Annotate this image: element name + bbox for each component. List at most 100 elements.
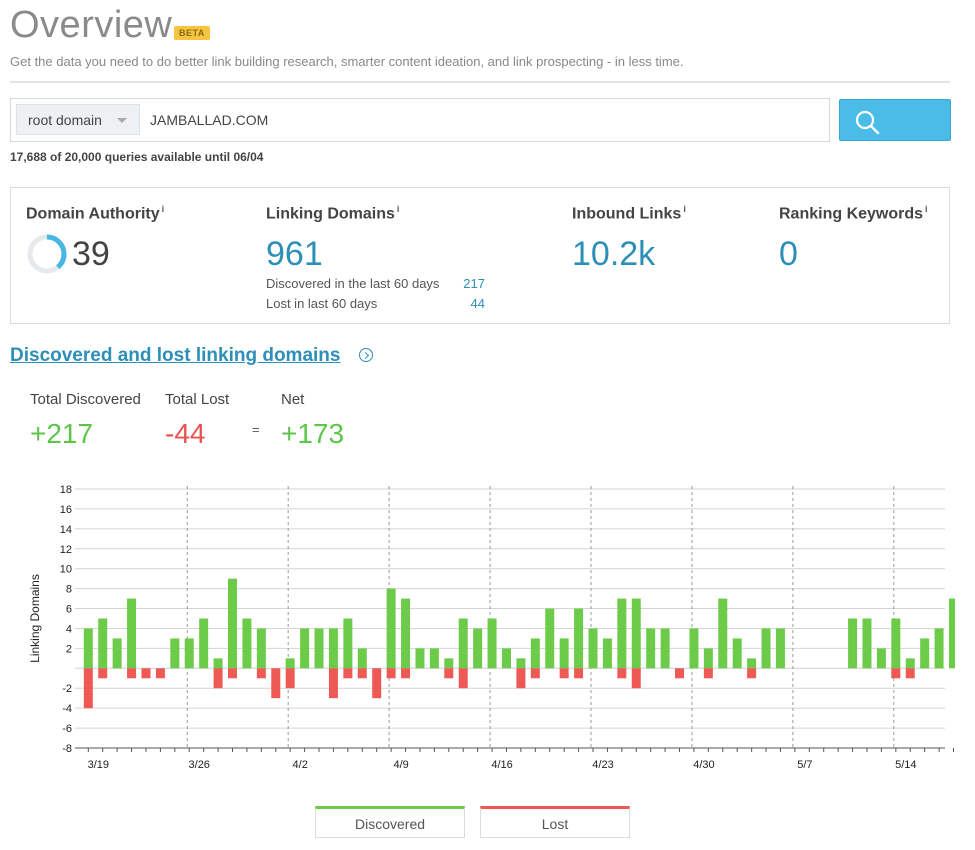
discovered-bar [386, 588, 396, 669]
discovered-bar [112, 638, 122, 669]
discovered-bar [574, 608, 584, 669]
info-icon[interactable]: i [161, 204, 165, 214]
lost-bar [127, 668, 137, 679]
legend-discovered[interactable]: Discovered [315, 806, 465, 838]
lost-bar [343, 668, 353, 679]
y-tick-label: 16 [60, 504, 72, 516]
discovered-bar [98, 618, 108, 669]
x-tick-label: 5/7 [797, 759, 812, 771]
discovered-bar [213, 658, 223, 669]
y-tick-label: -6 [62, 723, 72, 735]
discovered-bar [473, 628, 483, 669]
search-button[interactable] [839, 99, 951, 141]
circle-arrow-right-icon[interactable] [359, 348, 373, 362]
discovered-bar [602, 638, 612, 669]
linking-domains-value: 961 [266, 235, 323, 273]
linking-domains-label: Linking Domains i [266, 204, 400, 223]
lost-bar [285, 668, 295, 689]
discovered-60-value[interactable]: 217 [463, 276, 485, 291]
info-icon[interactable]: i [683, 204, 686, 214]
info-icon[interactable]: i [925, 204, 928, 214]
x-tick-label: 5/14 [895, 759, 916, 771]
lost-bar [357, 668, 367, 679]
discovered-bar [530, 638, 540, 669]
discovered-bar [184, 638, 194, 669]
discovered-60-label: Discovered in the last 60 days [266, 276, 440, 291]
net-value: +173 [281, 418, 345, 449]
scope-dropdown[interactable]: root domain [16, 104, 140, 135]
discovered-bar [357, 648, 367, 669]
lost-bar [155, 668, 165, 679]
lost-bar [617, 668, 627, 679]
lost-60-value[interactable]: 44 [470, 296, 485, 311]
discovered-bar [588, 628, 598, 669]
header-divider [10, 81, 950, 83]
y-axis-title: Linking Domains [28, 574, 42, 663]
discovered-bar [689, 628, 699, 669]
discovered-bar [127, 598, 137, 669]
x-tick-label: 4/30 [693, 759, 714, 771]
ranking-keywords-label: Ranking Keywords i [779, 204, 928, 223]
ranking-keywords-value: 0 [779, 235, 798, 273]
discovered-lost-link[interactable]: Discovered and lost linking domains [10, 345, 341, 366]
discovered-bar [328, 628, 338, 669]
scope-label: root domain [28, 112, 102, 128]
discovered-bar [891, 618, 901, 669]
discovered-bar [718, 598, 728, 669]
metrics-panel [10, 187, 950, 324]
discovered-bar [862, 618, 872, 669]
lost-bar [703, 668, 713, 679]
beta-badge: BETA [174, 26, 210, 40]
lost-bar [83, 668, 93, 709]
domain-authority-value: 39 [72, 235, 110, 273]
discovered-bar [876, 648, 886, 669]
y-tick-label: 14 [60, 524, 72, 536]
lost-bar [675, 668, 685, 679]
lost-bar [559, 668, 569, 679]
discovered-bar [617, 598, 627, 669]
discovered-bar [300, 628, 310, 669]
lost-bar [213, 668, 223, 689]
discovered-bar [415, 648, 425, 669]
discovered-bar [429, 648, 439, 669]
lost-bar [98, 668, 108, 679]
legend-lost[interactable]: Lost [480, 806, 630, 838]
page-subtitle: Get the data you need to do better link … [10, 54, 684, 69]
discovered-bar [747, 658, 757, 669]
discovered-bar [703, 648, 713, 669]
y-tick-label: -8 [62, 743, 72, 755]
inbound-links-label: Inbound Links i [572, 204, 686, 223]
y-tick-label: 10 [60, 564, 72, 576]
lost-bar [228, 668, 237, 679]
lost-bar [271, 668, 281, 699]
discovered-bar [775, 628, 785, 669]
info-icon[interactable]: i [396, 204, 400, 214]
discovered-bar [761, 628, 771, 669]
discovered-bar [314, 628, 324, 669]
linking-domains-chart: -8 -6 -4 -2 2 4 6 8 10 12 14 16 18 Linking Domains 3/1… [28, 484, 955, 771]
discovered-bar [646, 628, 656, 669]
lost-bar [401, 668, 411, 679]
discovered-bar [949, 598, 955, 669]
discovered-bar [170, 638, 180, 669]
lost-bar [574, 668, 584, 679]
y-tick-label: 12 [60, 544, 72, 556]
discovered-bar [343, 618, 353, 669]
lost-bar [386, 668, 396, 679]
domain-input[interactable] [150, 104, 810, 135]
discovered-bar [905, 658, 915, 669]
discovered-bar [199, 618, 209, 669]
search-icon [855, 110, 880, 135]
discovered-bar [631, 598, 641, 669]
y-tick-label: 18 [60, 484, 72, 496]
lost-bar [372, 668, 382, 699]
lost-bar [516, 668, 526, 689]
lost-bar [747, 668, 757, 679]
discovered-bar [848, 618, 858, 669]
lost-bar [141, 668, 151, 679]
equals-sign: = [252, 422, 260, 437]
lost-60-label: Lost in last 60 days [266, 296, 378, 311]
lost-bar [891, 668, 901, 679]
inbound-links-value: 10.2k [572, 235, 656, 273]
y-tick-label: 4 [66, 623, 72, 635]
